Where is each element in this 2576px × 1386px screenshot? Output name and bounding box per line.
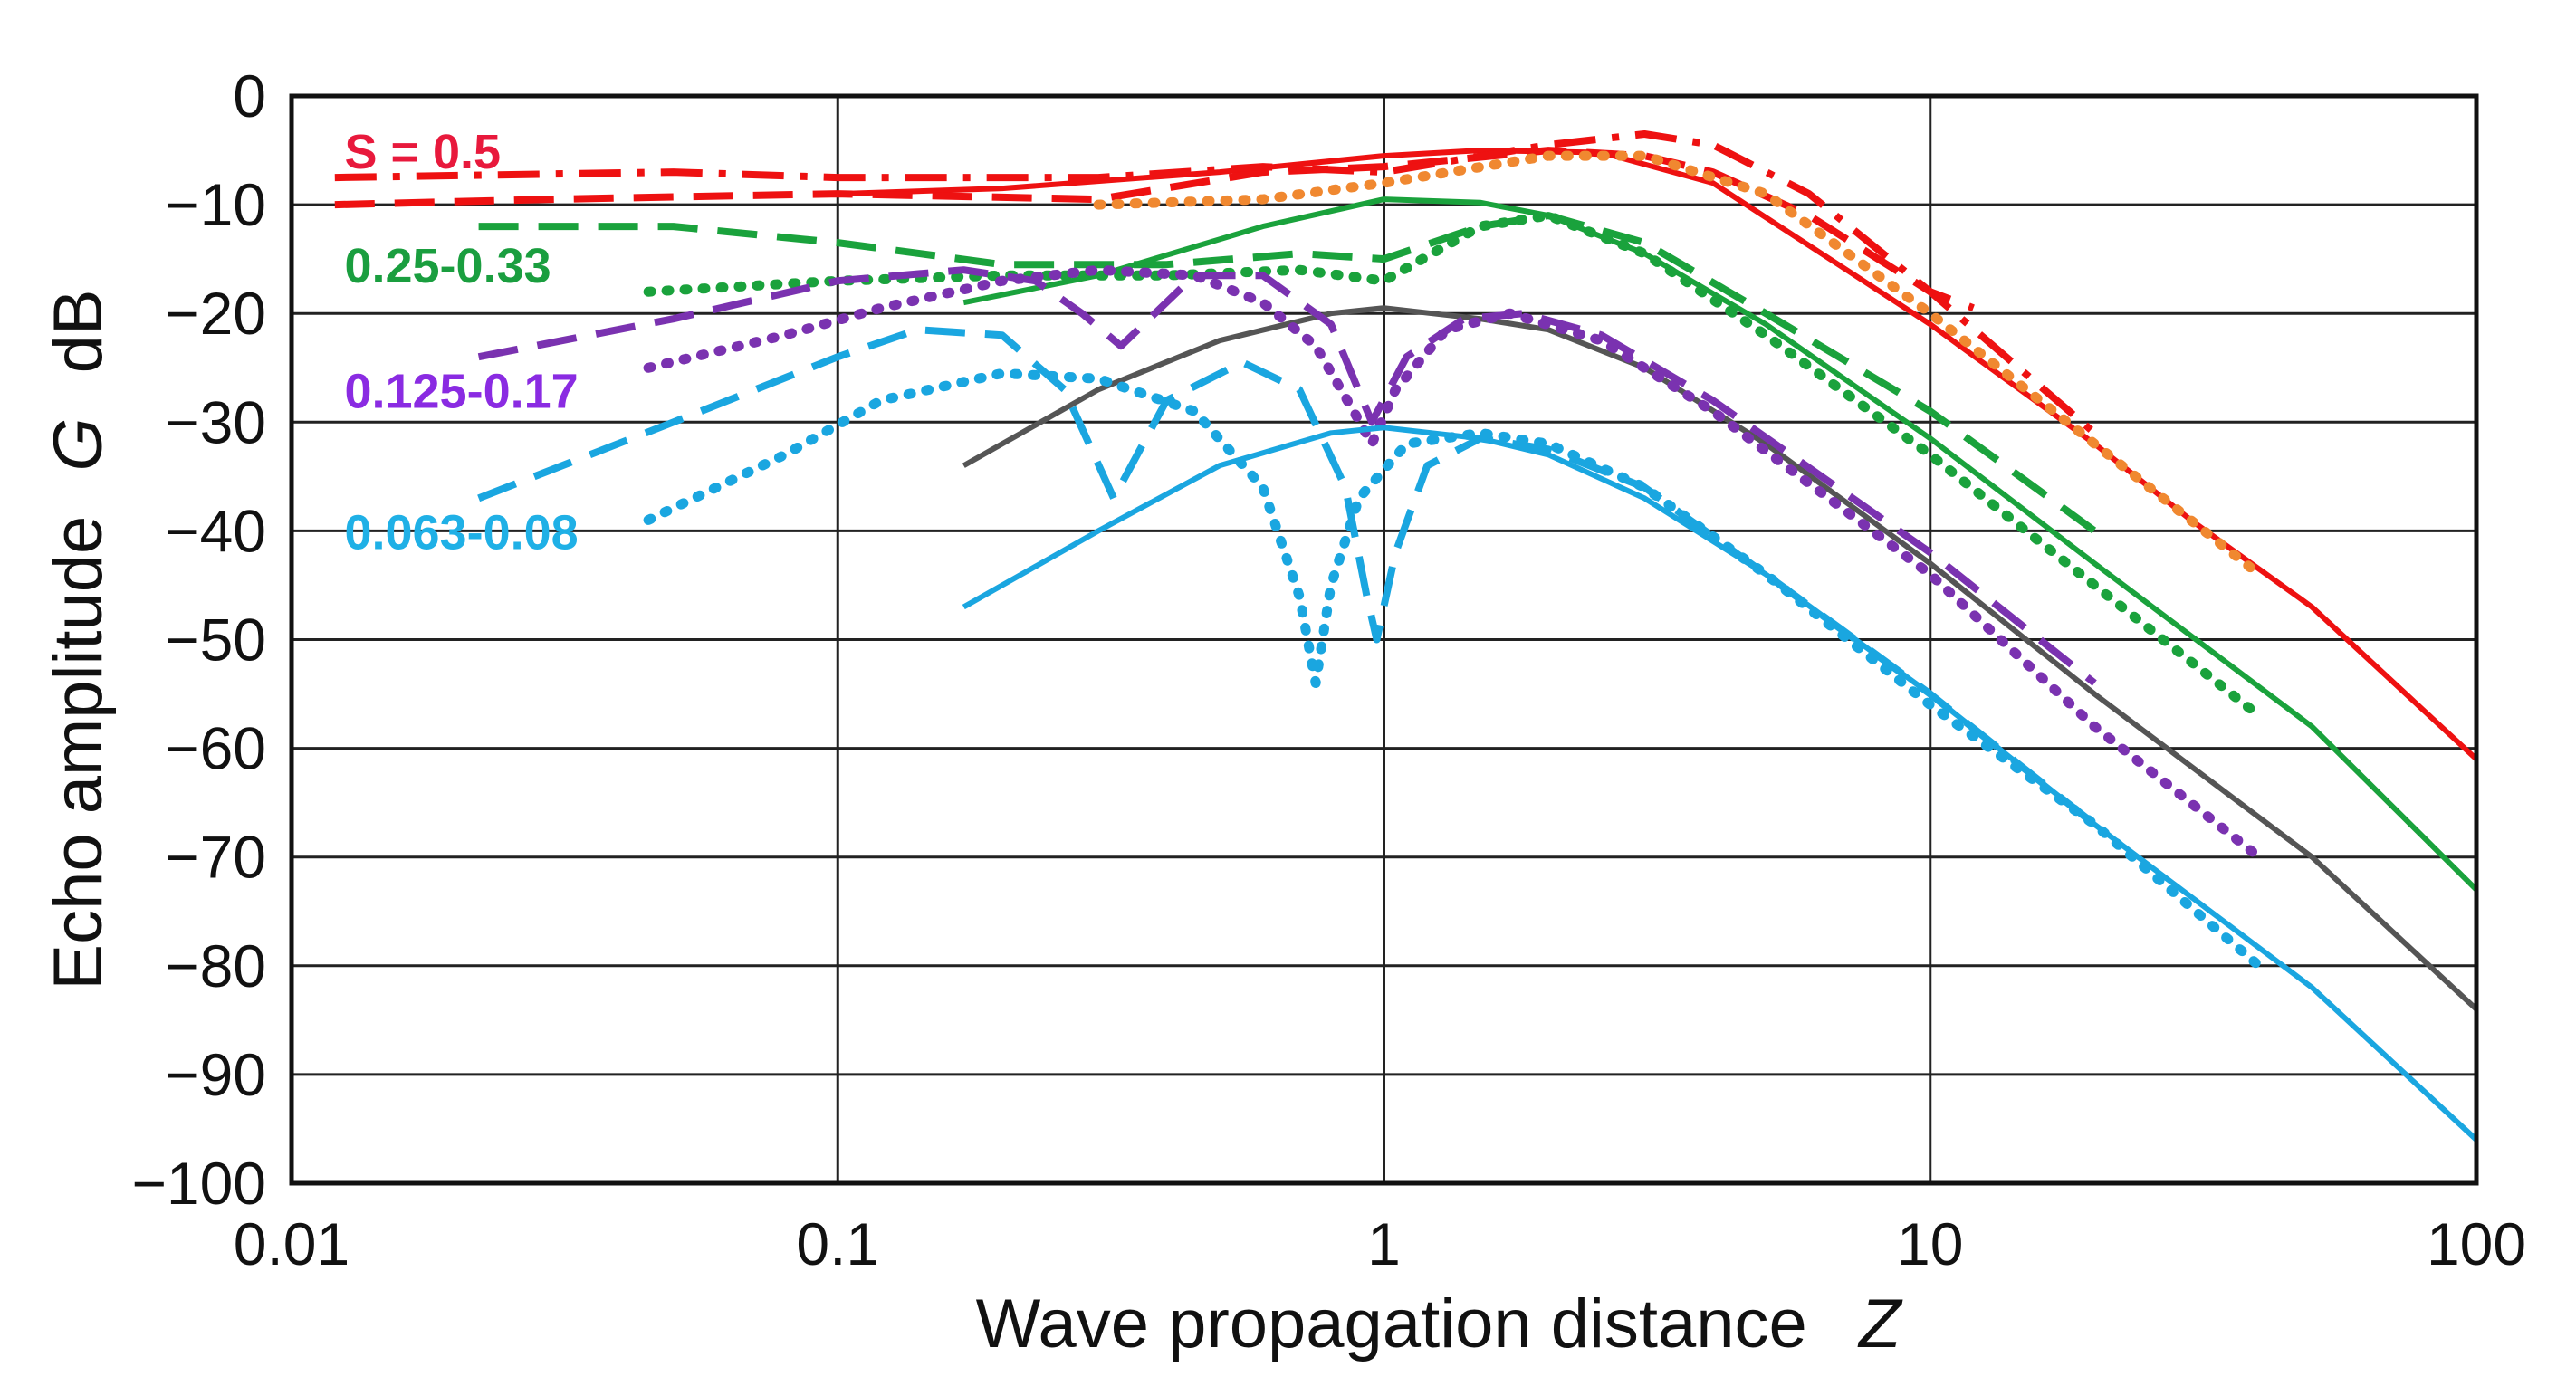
x-axis-symbol: Z: [1857, 1286, 1903, 1362]
y-tick-label: −100: [131, 1150, 266, 1217]
x-tick-label: 100: [2427, 1210, 2526, 1277]
y-tick-label: −40: [165, 497, 266, 564]
x-tick-labels: 0.01 0.1 1 10 100: [234, 1210, 2526, 1277]
y-tick-label: −90: [165, 1041, 266, 1108]
y-axis-title: Echo amplitude G dB: [40, 289, 117, 989]
y-tick-label: −30: [165, 388, 266, 455]
series-line-8: [477, 266, 2097, 686]
series-line-7: [962, 305, 2479, 1012]
series-line-12: [643, 368, 2265, 971]
x-tick-label: 10: [1897, 1210, 1963, 1277]
x-axis-title: Wave propagation distance Z: [976, 1286, 1903, 1362]
y-tick-label: 0: [233, 62, 266, 129]
series-group: [334, 130, 2479, 1142]
series-line-1: [334, 147, 1975, 311]
series-line-11: [477, 326, 2097, 827]
annotations: S = 0.5 0.25-0.33 0.125-0.17 0.063-0.08: [344, 125, 578, 559]
series-annotation-2: 0.125-0.17: [344, 364, 578, 418]
series-annotation-0: S = 0.5: [344, 125, 501, 179]
series-annotation-1: 0.25-0.33: [344, 239, 551, 293]
series-line-10: [962, 425, 2479, 1142]
y-tick-label: −10: [165, 171, 266, 238]
y-axis-symbol: G: [40, 417, 117, 471]
plot-frame: [289, 93, 2479, 1186]
y-tick-label: −20: [165, 280, 266, 347]
y-axis-label: Echo amplitude: [40, 516, 117, 990]
series-annotation-3: 0.063-0.08: [344, 505, 578, 559]
x-tick-label: 0.1: [796, 1210, 879, 1277]
x-axis-label: Wave propagation distance: [976, 1286, 1807, 1362]
y-tick-label: −60: [165, 715, 266, 782]
series-line-3: [1093, 150, 2265, 579]
series-line-4: [962, 196, 2479, 892]
x-tick-label: 0.01: [234, 1210, 350, 1277]
y-tick-labels: 0 −10 −20 −30 −40 −50 −60 −70 −80 −90 −100: [131, 62, 266, 1217]
series-line-6: [643, 210, 2265, 722]
y-tick-label: −50: [165, 607, 266, 674]
x-tick-label: 1: [1367, 1210, 1401, 1277]
y-tick-label: −80: [165, 932, 266, 999]
y-tick-label: −70: [165, 824, 266, 891]
series-line-5: [478, 212, 2097, 534]
y-axis-unit: dB: [40, 289, 117, 373]
